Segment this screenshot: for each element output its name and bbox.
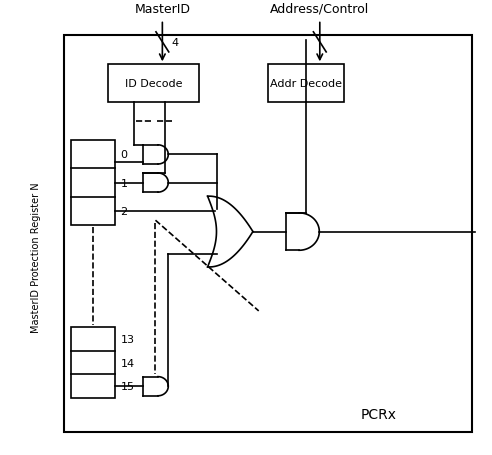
Bar: [71, 328, 115, 398]
Text: 1: 1: [121, 178, 127, 188]
Text: Addr Decode: Addr Decode: [270, 79, 342, 89]
Bar: [64, 36, 472, 432]
Bar: [268, 65, 344, 102]
Text: 13: 13: [121, 334, 134, 344]
Text: Address/Control: Address/Control: [270, 3, 369, 16]
Text: ID Decode: ID Decode: [125, 79, 183, 89]
Text: 4: 4: [171, 38, 178, 48]
Bar: [71, 141, 115, 225]
Text: 15: 15: [121, 381, 134, 391]
Text: MasterID: MasterID: [134, 3, 190, 16]
Text: 2: 2: [121, 206, 127, 216]
Bar: [108, 65, 199, 102]
Text: 14: 14: [121, 358, 135, 368]
Text: PCRx: PCRx: [361, 407, 397, 421]
Text: 0: 0: [121, 150, 127, 160]
Text: MasterID Protection Register N: MasterID Protection Register N: [31, 182, 41, 332]
